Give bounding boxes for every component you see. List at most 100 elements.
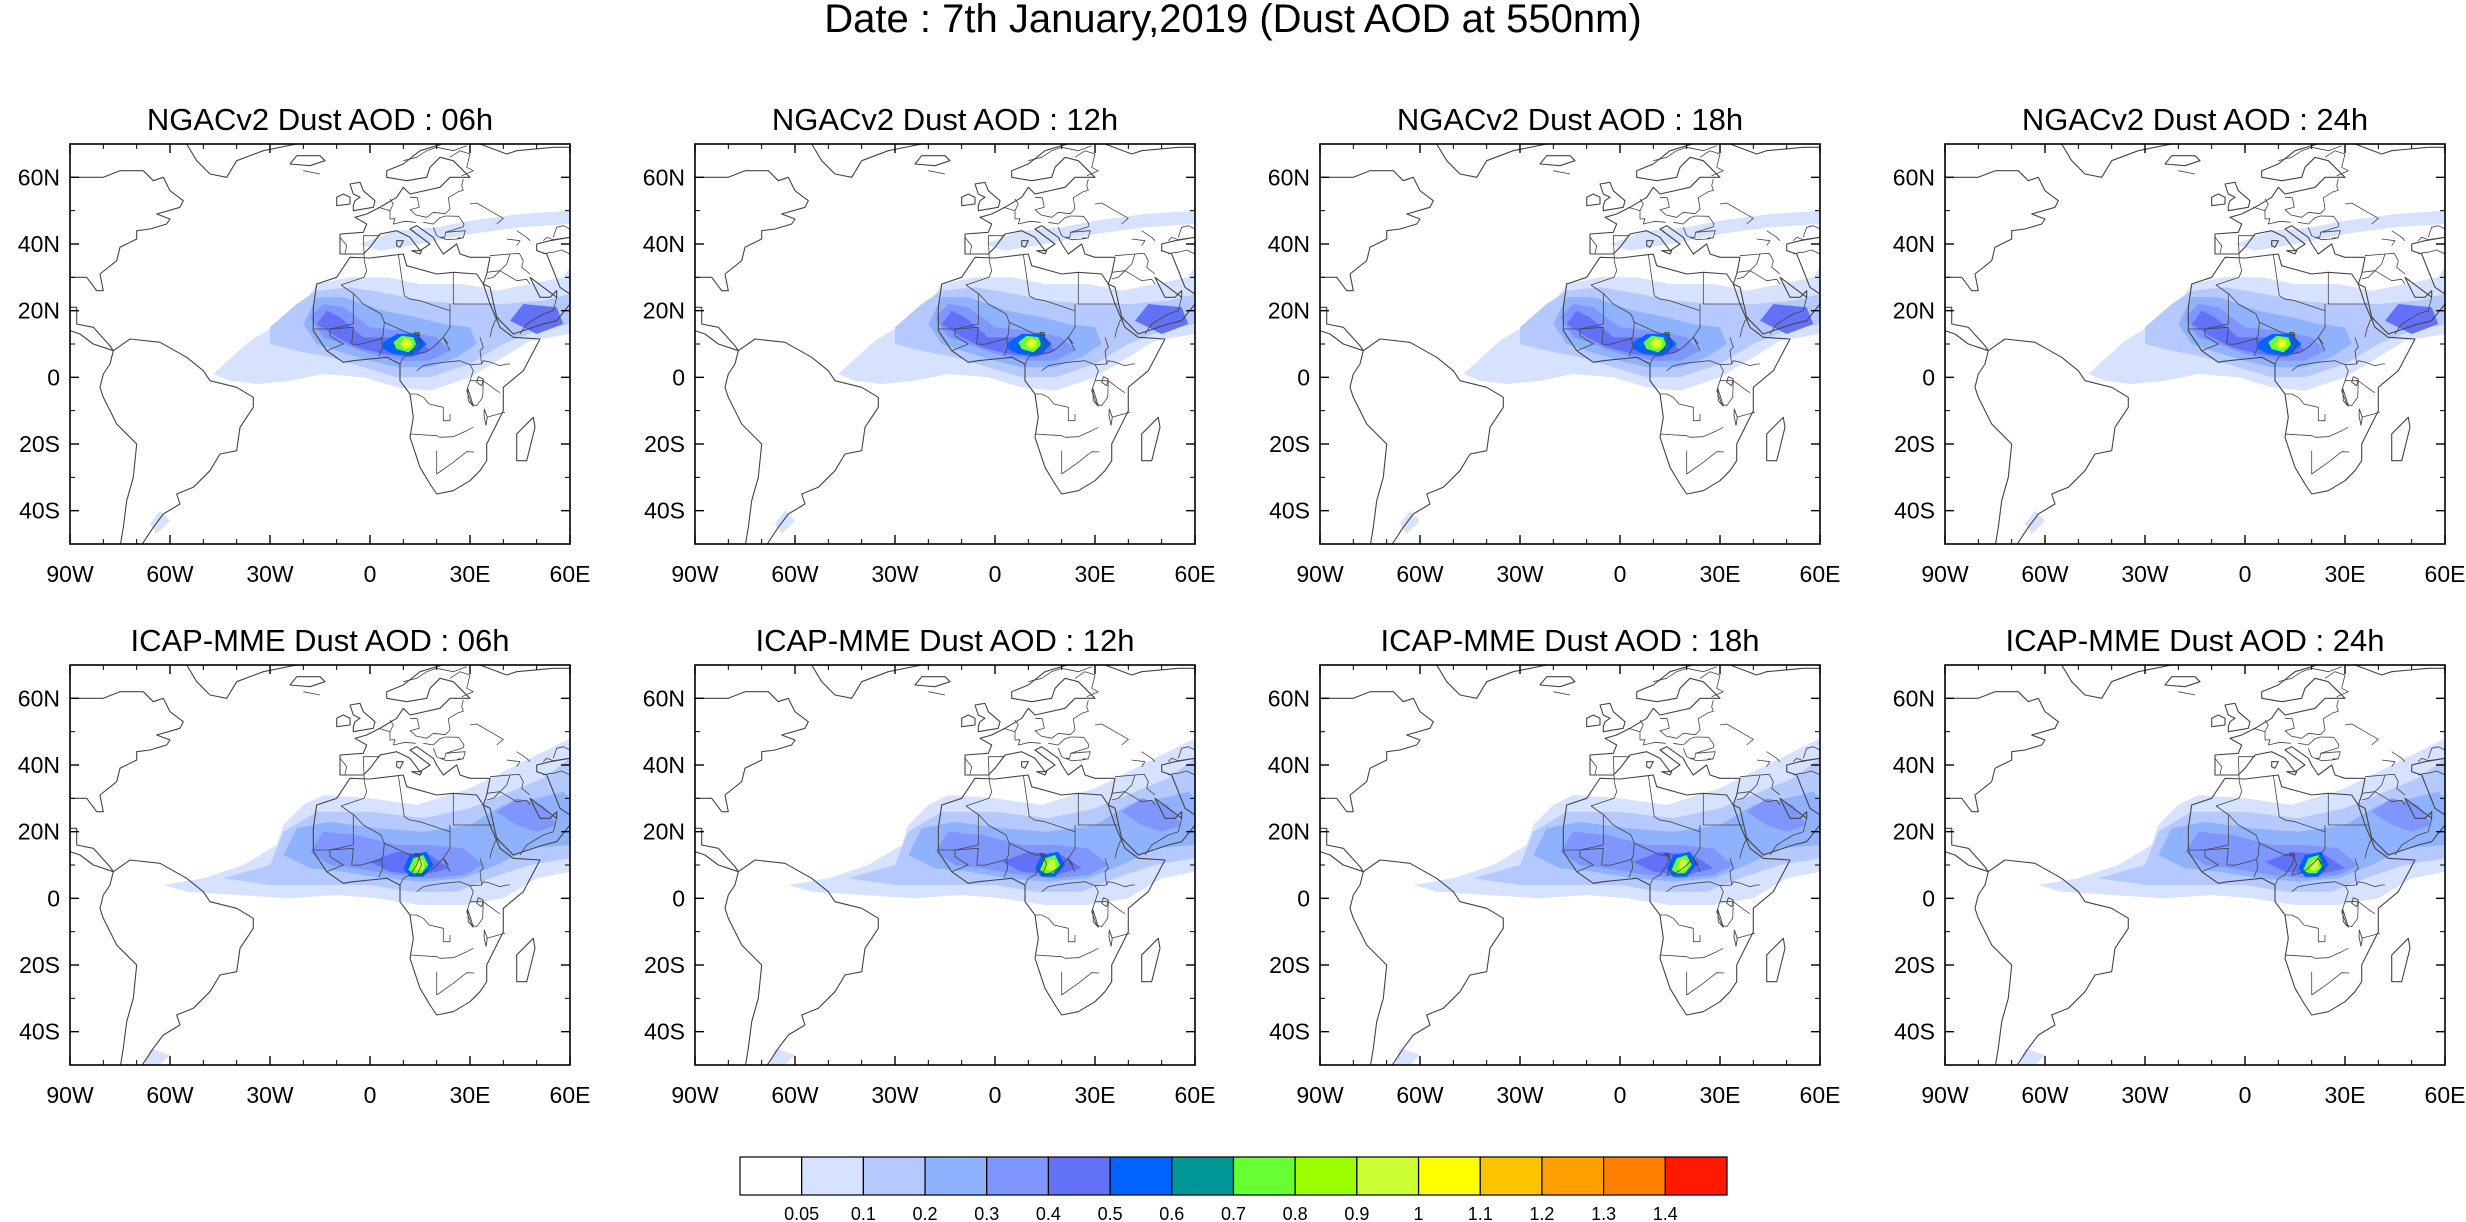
country-border [339,237,348,254]
coastline [974,702,1001,733]
lake [483,929,488,947]
map-area [695,665,1195,1065]
lon-tick-label: 30E [450,1082,491,1108]
lat-tick-label: 40S [644,498,685,524]
country-border [1035,854,1074,876]
lon-tick-label: 0 [364,1082,377,1108]
country-border [1682,215,1715,238]
country-border [1044,821,1076,872]
coastlines [1320,665,1820,1065]
country-border [2361,774,2386,794]
coastline [411,250,423,255]
panel-title: NGACv2 Dust AOD : 06h [147,102,493,137]
country-border [470,380,484,407]
country-border [456,757,464,761]
lon-tick-label: 30W [871,561,919,587]
lat-tick-label: 60N [1893,685,1935,711]
country-border [1003,727,1041,746]
map-panel-ngac-24h: NGACv2 Dust AOD : 24h 90W 60W 30W 0 30E 60E 60N… [1893,102,2466,587]
country-border [2361,411,2381,418]
lat-tick-label: 20N [643,819,685,845]
lon-tick-label: 60E [1800,561,1841,587]
coastline [695,691,809,813]
country-border [1074,671,1099,698]
coastline [1974,859,2129,1065]
colorbar-swatch [1294,1156,1358,1196]
country-border [1111,932,1131,939]
country-border [506,238,521,246]
country-border [1666,360,1724,405]
country-border [928,691,946,696]
country-border [2381,238,2396,246]
country-border [452,272,494,305]
coastline [2187,774,2416,1016]
coastline [2164,155,2201,167]
country-border [1802,746,1820,759]
country-border [1144,297,1183,335]
lake [467,387,474,407]
lon-tick-label: 30E [1075,1082,1116,1108]
coastline [312,774,541,1016]
coastline [2271,240,2279,248]
map-axes: 90W 60W 30W 0 30E 60E 60N 40N 20N 0 20S 40S [643,665,1215,1108]
country-border [2327,272,2369,305]
colorbar-swatch [1109,1156,1173,1196]
coastline [1589,144,1820,335]
country-border [1699,671,1724,698]
figure-title: Date : 7th January,2019 (Dust AOD at 550… [824,0,1641,41]
lat-tick-label: 0 [672,885,685,911]
country-border [2418,236,2445,241]
aod-contour [1400,510,1420,534]
coastline [1646,761,1654,769]
coastline [396,240,404,248]
country-border [987,235,1005,261]
country-border [2324,150,2349,177]
country-border [2311,971,2350,996]
coastline [2164,676,2201,688]
country-border [499,270,531,285]
coastline [516,416,536,462]
lake [467,908,474,928]
lake [1108,929,1113,947]
country-border [954,294,979,330]
panel-title: NGACv2 Dust AOD : 18h [1397,102,1743,137]
country-border [2285,393,2326,422]
coastline [1141,416,1161,462]
country-border [2391,230,2406,241]
lat-tick-label: 0 [1297,364,1310,390]
country-border [1669,300,1701,351]
country-border [954,326,1008,345]
coastline [1435,665,1548,699]
lat-tick-label: 40N [1893,231,1935,257]
colorbar-swatch [1047,1156,1111,1196]
country-border [1563,328,1594,352]
lon-tick-label: 60W [2021,1082,2069,1108]
lon-tick-label: 0 [2239,561,2252,587]
coastlines [1945,665,2445,1065]
country-border [339,758,348,775]
coastline [1766,416,1786,462]
country-border [543,757,570,762]
country-border [1673,736,1696,746]
country-border [516,751,531,762]
country-border [489,838,499,859]
country-border [1739,838,1749,859]
country-border [1736,253,1761,273]
country-border [389,198,394,211]
country-border [416,881,474,926]
lon-tick-label: 60E [2425,561,2466,587]
aod-contour [1653,340,1660,346]
coastline [70,691,184,813]
country-border [1094,723,1129,746]
country-border [552,225,570,238]
coastline [1945,827,1989,873]
country-border [2393,253,2406,275]
country-border [399,333,421,365]
lat-tick-label: 20N [1893,298,1935,324]
country-border [2284,718,2321,739]
country-border [2361,932,2381,939]
lat-tick-label: 0 [47,364,60,390]
country-border [2364,838,2374,859]
country-border [2285,333,2324,355]
lat-tick-label: 60N [1268,164,1310,190]
